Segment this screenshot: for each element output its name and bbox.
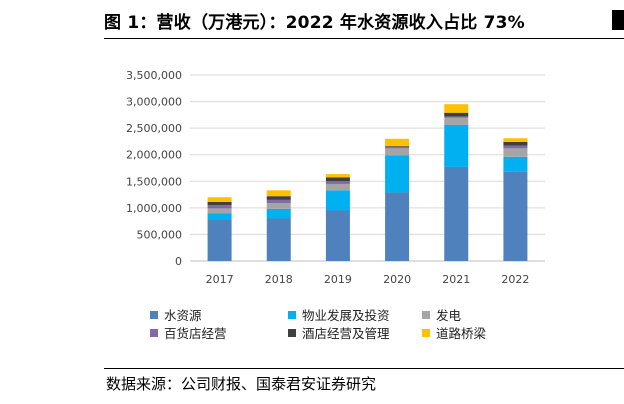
bar-segment	[503, 141, 528, 146]
bar-segment	[444, 124, 469, 167]
y-tick-label: 3,000,000	[126, 96, 182, 109]
footer-rule	[104, 368, 624, 369]
figure-title: 图 1：营收（万港元）：2022 年水资源收入占比 73%	[104, 13, 525, 33]
bar-segment	[503, 148, 528, 157]
legend-item: 百货店经营	[150, 323, 227, 342]
y-tick-label: 500,000	[137, 228, 183, 241]
data-source: 数据来源：公司财报、国泰君安证券研究	[106, 375, 377, 393]
bar-segment	[266, 190, 291, 197]
bar-segment	[325, 183, 350, 191]
bar-segment	[266, 218, 291, 261]
legend-label: 道路桥梁	[436, 326, 487, 341]
legend-swatch	[288, 310, 296, 319]
bar-segment	[325, 174, 350, 178]
x-tick-label: 2019	[324, 273, 352, 286]
legend-item: 水资源	[150, 305, 202, 324]
bar-segment	[385, 148, 410, 156]
x-tick-label: 2018	[265, 273, 293, 286]
legend-swatch	[422, 310, 430, 319]
legend-swatch	[150, 328, 158, 337]
bar-segment	[207, 197, 232, 203]
x-tick-label: 2017	[206, 273, 234, 286]
bar-segment	[503, 156, 528, 172]
legend-item: 酒店经营及管理	[288, 323, 390, 342]
y-tick-label: 1,500,000	[126, 175, 182, 188]
legend-swatch	[150, 310, 158, 319]
bar-segment	[266, 196, 291, 200]
bar-segment	[385, 146, 410, 148]
bar-segment	[207, 205, 232, 209]
x-tick-label: 2022	[501, 273, 529, 286]
y-tick-label: 2,000,000	[126, 149, 182, 162]
y-tick-label: 2,500,000	[126, 122, 182, 135]
legend-swatch	[288, 328, 296, 337]
legend-label: 发电	[436, 308, 462, 323]
bar-segment	[207, 219, 232, 261]
adjacent-figure-fragment	[612, 10, 624, 30]
bar-segment	[325, 177, 350, 182]
bar-segment	[325, 190, 350, 211]
legend-label: 水资源	[164, 308, 202, 323]
bar-segment	[266, 203, 291, 209]
legend-label: 酒店经营及管理	[302, 326, 390, 341]
bar-segment	[444, 116, 469, 118]
y-tick-label: 1,000,000	[126, 202, 182, 215]
bar-segment	[325, 210, 350, 261]
legend-item: 道路桥梁	[422, 323, 486, 342]
bar-segment	[444, 104, 469, 113]
bar-segment	[266, 208, 291, 219]
legend-swatch	[422, 328, 430, 337]
title-rule	[104, 38, 624, 39]
y-tick-label: 3,500,000	[126, 69, 182, 82]
bar-segment	[503, 145, 528, 149]
bar-segment	[503, 171, 528, 261]
bar-segment	[385, 192, 410, 261]
bar-segment	[207, 208, 232, 214]
bar-segment	[385, 138, 410, 147]
bar-segment	[385, 147, 410, 149]
legend-item: 物业发展及投资	[288, 305, 390, 324]
bar-segment	[325, 181, 350, 184]
legend-item: 发电	[422, 305, 461, 324]
legend-label: 百货店经营	[164, 326, 227, 341]
legend-label: 物业发展及投资	[302, 308, 390, 323]
bar-segment	[503, 138, 528, 142]
bar-segment	[385, 155, 410, 193]
y-tick-label: 0	[175, 255, 182, 268]
x-tick-label: 2021	[442, 273, 470, 286]
x-tick-label: 2020	[383, 273, 411, 286]
bar-segment	[207, 202, 232, 206]
bar-segment	[444, 117, 469, 125]
bar-segment	[444, 112, 469, 117]
bar-segment	[444, 166, 469, 261]
bar-segment	[207, 213, 232, 220]
bar-segment	[266, 199, 291, 204]
